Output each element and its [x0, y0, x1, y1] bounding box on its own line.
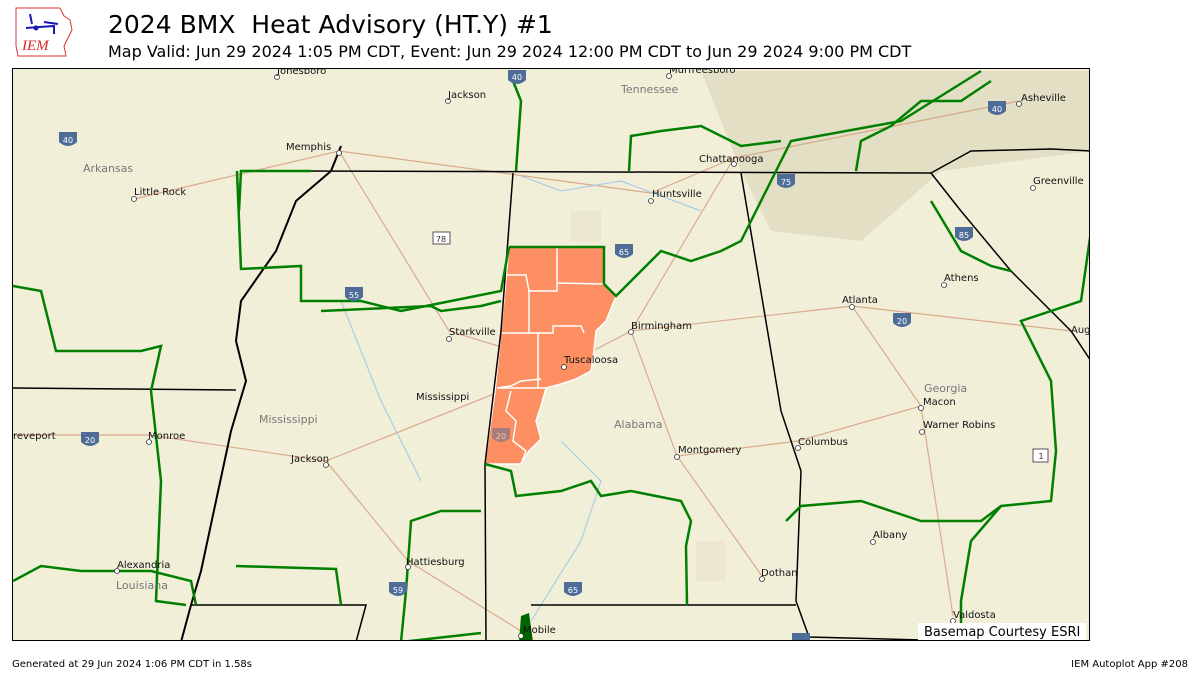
- city-label: Murfreesboro: [669, 68, 735, 76]
- generated-timestamp: Generated at 29 Jun 2024 1:06 PM CDT in …: [12, 659, 253, 670]
- city-label: Hattiesburg: [406, 557, 465, 568]
- interstate-shield: 20: [81, 432, 99, 446]
- city-label: Jackson: [290, 454, 329, 465]
- mobile-bay: [519, 613, 533, 640]
- city-label: Aug: [1071, 325, 1090, 336]
- interstate-shield: 20: [893, 313, 911, 327]
- city-label: Athens: [944, 273, 979, 284]
- heat-advisory-area: [484, 246, 617, 465]
- city-label: Jackson: [447, 90, 486, 101]
- interstate-shield: 20: [492, 428, 510, 442]
- city-label: Starkville: [449, 327, 496, 338]
- svg-text:65: 65: [619, 248, 629, 257]
- city-label: Tuscaloosa: [563, 355, 618, 366]
- interstate-shield: 65: [564, 582, 582, 596]
- city-label: Albany: [873, 530, 907, 541]
- region-label: Alabama: [614, 418, 663, 431]
- basemap-credit: Basemap Courtesy ESRI: [918, 623, 1087, 640]
- city-labels: [114, 73, 1036, 639]
- city-label: Mississippi: [416, 392, 469, 403]
- page-subtitle: Map Valid: Jun 29 2024 1:05 PM CDT, Even…: [108, 42, 912, 61]
- us-route-shield: 1: [1032, 448, 1049, 463]
- city-label: Little Rock: [134, 187, 186, 198]
- svg-text:55: 55: [349, 291, 359, 300]
- us-route-shield: 78: [432, 231, 451, 245]
- region-label: Louisiana: [116, 579, 168, 592]
- interstate-shield: 55: [345, 287, 363, 301]
- svg-text:20: 20: [897, 317, 907, 326]
- svg-text:85: 85: [959, 231, 969, 240]
- interstate-shield: 85: [955, 227, 973, 241]
- region-label: Georgia: [924, 382, 967, 395]
- city-label: Warner Robins: [923, 420, 995, 431]
- interstate-shield: 40: [59, 132, 77, 146]
- app-label: IEM Autoplot App #208: [1071, 659, 1188, 670]
- svg-text:IEM: IEM: [21, 38, 50, 54]
- city-label: Jonesboro: [276, 68, 326, 77]
- interstate-shield: 40: [508, 70, 526, 84]
- map[interactable]: 40 40 40 75 78 65 85 55 20 20 20 1 59 65…: [12, 68, 1090, 641]
- city-label: Alexandria: [117, 560, 170, 571]
- city-label: Dothan: [761, 568, 798, 579]
- city-label: reveport: [13, 431, 56, 442]
- advisory-polygon: [484, 246, 617, 465]
- city-label: Chattanooga: [699, 154, 763, 165]
- interstate-shields: 40 40 40 75 78 65 85 55 20 20 20 1 59 65: [59, 70, 1049, 640]
- city-label: Greenville: [1033, 176, 1084, 187]
- svg-text:75: 75: [781, 178, 791, 187]
- city-label: Huntsville: [652, 189, 702, 200]
- svg-text:40: 40: [992, 105, 1002, 114]
- city-label: Columbus: [798, 437, 848, 448]
- interstate-shield: 59: [389, 582, 407, 596]
- rivers: [340, 175, 702, 622]
- region-labels: Tennessee Arkansas Mississippi Alabama G…: [83, 83, 967, 592]
- city-label: Monroe: [148, 431, 185, 442]
- cwa-borders: [13, 69, 1089, 640]
- region-label: Mississippi: [259, 413, 318, 426]
- svg-text:40: 40: [512, 73, 522, 82]
- svg-text:1: 1: [1038, 452, 1043, 461]
- region-label: Arkansas: [83, 162, 133, 175]
- city-label: Mobile: [523, 625, 556, 636]
- svg-text:20: 20: [496, 432, 506, 441]
- svg-text:59: 59: [393, 586, 403, 595]
- city-label: Macon: [923, 397, 956, 408]
- city-label: Montgomery: [678, 445, 741, 456]
- svg-text:65: 65: [568, 586, 578, 595]
- city-label: Birmingham: [631, 321, 692, 332]
- city-label: Atlanta: [842, 295, 878, 306]
- city-label: Valdosta: [953, 610, 996, 621]
- interstate-shield: 75: [777, 174, 795, 188]
- svg-text:40: 40: [63, 136, 73, 145]
- svg-text:20: 20: [85, 436, 95, 445]
- iem-logo: IEM: [15, 7, 73, 57]
- page-title: 2024 BMX Heat Advisory (HT.Y) #1: [108, 10, 553, 39]
- interstate-shield: 40: [988, 101, 1006, 115]
- interstate-shield: 65: [615, 244, 633, 258]
- svg-text:78: 78: [436, 235, 446, 244]
- city-label: Memphis: [286, 142, 331, 153]
- region-label: Tennessee: [620, 83, 679, 96]
- city-label: Asheville: [1021, 93, 1066, 104]
